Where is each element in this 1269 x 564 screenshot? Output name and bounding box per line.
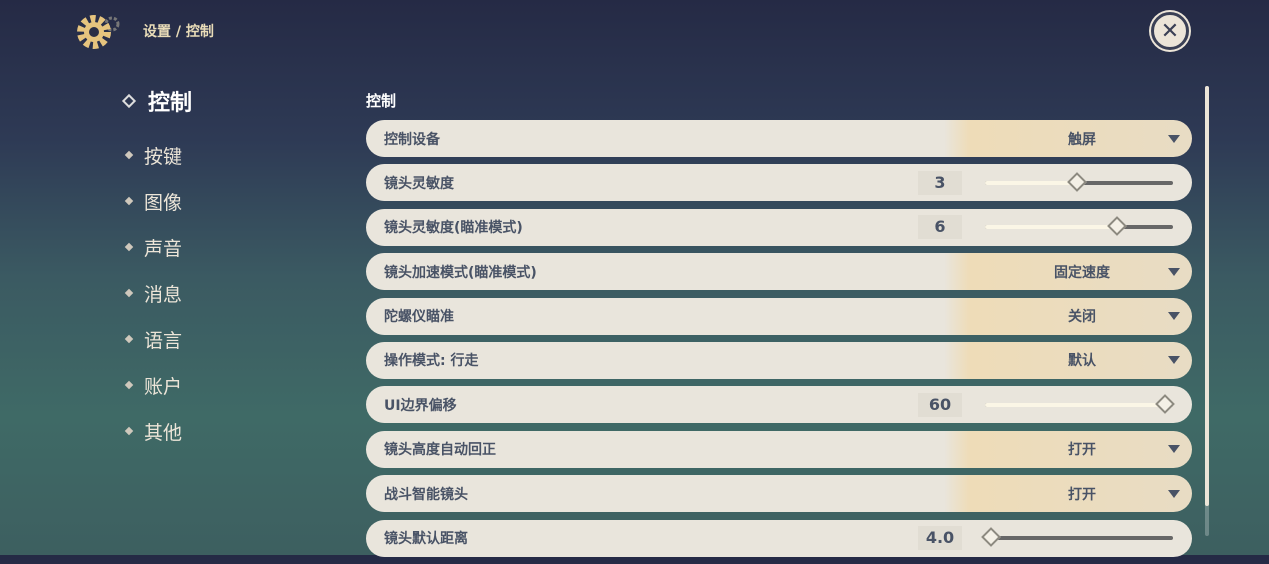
setting-label: 镜头加速模式(瞄准模式) [384, 264, 537, 281]
sidebar-item-2[interactable]: 图像 [124, 178, 192, 224]
close-icon: ✕ [1160, 18, 1180, 44]
slider-fill [985, 180, 1078, 185]
setting-row[interactable]: 镜头灵敏度 3 [366, 164, 1192, 202]
sidebar-item-4[interactable]: 消息 [124, 270, 192, 316]
setting-label: 镜头灵敏度 [384, 175, 454, 192]
section-title: 控制 [366, 92, 397, 110]
chevron-down-icon[interactable] [1168, 445, 1180, 454]
sidebar-item-label: 语言 [144, 329, 183, 352]
setting-row[interactable]: 陀螺仪瞄准 关闭 [366, 297, 1192, 335]
diamond-icon [124, 380, 134, 390]
setting-label: 镜头高度自动回正 [384, 442, 496, 459]
dropdown-value[interactable]: 打开 [1068, 486, 1096, 503]
diamond-icon [124, 242, 134, 252]
close-button[interactable]: ✕ [1151, 12, 1189, 50]
slider[interactable] [985, 393, 1176, 414]
scrollbar-thumb[interactable] [1205, 86, 1209, 506]
slider-value: 4.0 [918, 526, 962, 551]
sidebar-item-3[interactable]: 声音 [124, 224, 192, 270]
breadcrumb: 设置 / 控制 [143, 24, 214, 40]
sidebar-item-label: 其他 [144, 421, 183, 444]
slider-fill [985, 402, 1166, 407]
diamond-icon [124, 196, 134, 206]
sidebar-item-0[interactable]: 控制 [121, 86, 193, 116]
sidebar-item-label: 图像 [144, 191, 183, 214]
setting-row[interactable]: UI边界偏移 60 [366, 386, 1192, 424]
setting-label: 镜头灵敏度(瞄准模式) [384, 220, 523, 237]
setting-label: 陀螺仪瞄准 [384, 309, 454, 326]
slider[interactable] [985, 216, 1173, 237]
diamond-icon [124, 334, 134, 344]
sidebar-item-label: 声音 [144, 237, 183, 260]
setting-row[interactable]: 镜头高度自动回正 打开 [366, 430, 1192, 468]
sidebar-item-label: 按键 [144, 145, 183, 168]
sidebar-item-label: 账户 [144, 375, 183, 398]
setting-label: 控制设备 [384, 131, 440, 148]
sidebar-item-7[interactable]: 其他 [124, 408, 192, 454]
chevron-down-icon[interactable] [1168, 312, 1180, 321]
sidebar-item-label: 控制 [148, 91, 193, 116]
diamond-icon [124, 288, 134, 298]
slider[interactable] [985, 171, 1173, 192]
slider-fill [985, 225, 1117, 230]
chevron-down-icon[interactable] [1168, 134, 1180, 143]
slider-value: 60 [918, 392, 962, 417]
settings-gear-icon [77, 15, 120, 49]
slider-value: 3 [918, 170, 962, 195]
dropdown-value[interactable]: 关闭 [1068, 309, 1096, 326]
slider-value: 6 [918, 215, 962, 240]
settings-list: 控制设备 触屏镜头灵敏度 3 镜头灵敏度(瞄准模式) 6 镜头加速模式(瞄准模式) 固定速度… [366, 120, 1192, 564]
dropdown-value[interactable]: 触屏 [1068, 131, 1096, 148]
diamond-icon [124, 150, 134, 160]
chevron-down-icon[interactable] [1168, 356, 1180, 365]
dropdown-value[interactable]: 打开 [1068, 442, 1096, 459]
sidebar-item-6[interactable]: 账户 [124, 362, 192, 408]
chevron-down-icon[interactable] [1168, 489, 1180, 498]
slider[interactable] [980, 527, 1173, 547]
setting-row[interactable]: 镜头默认距离 4.0 [366, 519, 1192, 557]
diamond-icon [121, 93, 137, 109]
sidebar-item-label: 消息 [144, 283, 183, 306]
dropdown-value[interactable]: 固定速度 [1054, 264, 1110, 281]
setting-label: 操作模式: 行走 [384, 353, 479, 370]
setting-row[interactable]: 镜头灵敏度(瞄准模式) 6 [366, 208, 1192, 246]
setting-label: 战斗智能镜头 [384, 486, 468, 503]
scrollbar[interactable] [1205, 86, 1209, 536]
diamond-icon [124, 426, 134, 436]
sidebar-nav: 控制按键图像声音消息语言账户其他 [121, 86, 193, 454]
setting-row[interactable]: 战斗智能镜头 打开 [366, 475, 1192, 513]
setting-row[interactable]: 操作模式: 行走 默认 [366, 341, 1192, 379]
setting-label: 镜头默认距离 [384, 531, 468, 548]
chevron-down-icon[interactable] [1168, 267, 1180, 276]
setting-label: UI边界偏移 [384, 397, 457, 414]
dropdown-value[interactable]: 默认 [1068, 353, 1096, 370]
sidebar-item-1[interactable]: 按键 [124, 132, 192, 178]
sidebar-item-5[interactable]: 语言 [124, 316, 192, 362]
setting-row[interactable]: 镜头加速模式(瞄准模式) 固定速度 [366, 253, 1192, 291]
setting-row[interactable]: 控制设备 触屏 [366, 120, 1192, 157]
